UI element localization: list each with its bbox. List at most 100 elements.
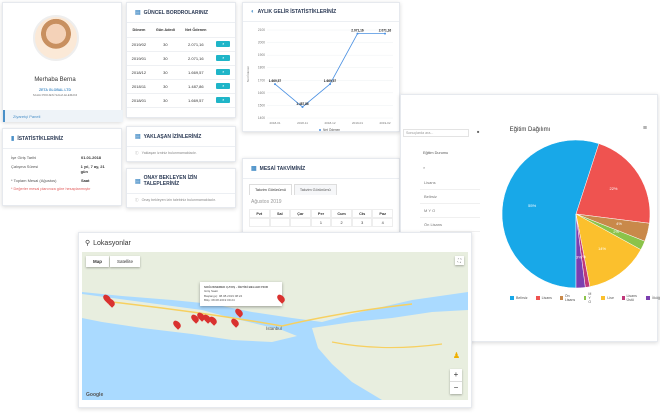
legend-item[interactable]: Lisans Üstü (621, 292, 638, 304)
pie-slice[interactable] (575, 213, 586, 289)
chart-icon: ▮ (11, 136, 15, 142)
pie-slice[interactable] (501, 139, 600, 289)
data-point[interactable] (329, 83, 331, 86)
leaves-card: ▤ YAKLAŞAN İZİNLERİNİZ ⓘ Yaklaşan izniniz … (126, 126, 236, 162)
map-view-button[interactable]: Map (86, 256, 109, 267)
calendar-day[interactable]: 3 (351, 218, 373, 227)
map-canvas[interactable]: Map Satellite ⛶ SOĞUKSEREK ÇAYIŞ - ÖETİK… (82, 252, 468, 400)
calendar-day[interactable] (269, 218, 291, 227)
leaves-empty: Yaklaşan izniniz bulunmamaktadır. (141, 151, 197, 155)
legend-item[interactable]: M Y O (584, 292, 593, 304)
slice-label: 14% (598, 246, 606, 251)
zoom-in-button[interactable]: + (453, 370, 459, 379)
tab-calendar-view[interactable]: Takvim Görünümü (249, 184, 292, 195)
legend-swatch (584, 296, 587, 300)
pie-legend: Belirsiz Lisans Ön Lisans M Y O Lise Lisans Ü… (510, 292, 660, 304)
income-title: AYLIK GELİR İSTATİSTİKLERİNİZ (257, 9, 337, 15)
tab-calendar-view-alt[interactable]: Takvim Görünümü (293, 184, 337, 195)
calendar-icon: ▦ (251, 166, 257, 172)
slice-label: 55% (528, 203, 536, 208)
view-payroll-button[interactable]: ⌕ (216, 55, 231, 61)
list-item[interactable]: Ön Lisans (420, 218, 480, 232)
calendar-day[interactable] (249, 218, 270, 227)
pie-slice[interactable] (575, 143, 651, 224)
slice-label: 2% (613, 229, 619, 234)
stat-row: İşe Giriş Tarihi 01.01.2018 (11, 155, 102, 160)
data-label: 1.669,57 (324, 79, 337, 83)
stat-row: * Toplam Mesai (Ağustos) Saat (11, 178, 90, 183)
stats-warning: * Değerler mesai planınıza göre hesaplan… (11, 187, 91, 191)
chart-icon: ◐ (251, 9, 255, 15)
pending-empty: Onay bekleyen izin talebiniz bulunmamakt… (141, 198, 216, 202)
calendar-day[interactable]: 1 (310, 218, 332, 227)
stats-header: ▮ İSTATİSTİKLERİNİZ (3, 129, 121, 149)
list-item[interactable]: Lisans (420, 176, 480, 190)
payroll-header: ▤ GÜNCEL BORDROLARINIZ (127, 3, 235, 23)
profile-company: ZETA GLOBAL LTD (39, 88, 71, 92)
payroll-table: Dönem Gün Adedi Net Ödenen 2019/02 30 2.071,… (127, 23, 235, 108)
data-point[interactable] (274, 83, 276, 86)
legend-swatch (510, 296, 514, 300)
data-point[interactable] (356, 32, 359, 35)
x-tick-label: 2018-11 (297, 121, 308, 125)
calendar-card: ▦ MESAİ TAKVİMİNİZ Takvim Görünümü Takvim… (242, 158, 400, 238)
x-tick-label: 2019-01 (352, 121, 363, 125)
zoom-controls: + − (450, 369, 462, 394)
data-point[interactable] (301, 105, 304, 108)
stats-title: İSTATİSTİKLERİNİZ (17, 135, 64, 142)
list-item[interactable]: M Y O (420, 204, 480, 218)
table-row: 2019/01 30 2.071,16 ⌕ (127, 51, 235, 66)
education-list: Lisans Belirsiz M Y O Ön Lisans (420, 176, 480, 232)
data-label: 1.487,86 (296, 102, 309, 106)
side-list-header: Eğitim Durumu (423, 151, 449, 155)
data-label: 2.071,16 (351, 29, 364, 33)
info-icon: ⓘ (135, 198, 139, 202)
map-tooltip: SOĞUKSEREK ÇAYIŞ - ÖETİKİ BELLEKYIOR Gir… (200, 282, 282, 306)
legend-swatch (319, 129, 321, 131)
zoom-out-button[interactable]: − (450, 381, 462, 394)
income-card: ◐ AYLIK GELİR İSTATİSTİKLERİNİZ 1400 1500 1… (242, 2, 400, 132)
legend-swatch (535, 296, 540, 300)
satellite-view-button[interactable]: Satellite (110, 256, 141, 267)
legend-swatch (601, 296, 606, 300)
legend-item[interactable]: Ön Lisans (559, 292, 576, 304)
slice-label: 22% (609, 186, 617, 191)
fullscreen-icon[interactable]: ⛶ (454, 256, 464, 265)
y-tick-label: 1600 (258, 91, 265, 95)
legend-swatch (646, 296, 651, 300)
calendar-day[interactable] (290, 218, 311, 227)
series-line (274, 33, 385, 108)
legend-item[interactable]: Lisans (535, 292, 552, 304)
table-row: 2018/01 30 1.669,57 ⌕ (127, 93, 235, 108)
pie-title: Eğitim Dağılımı (509, 127, 551, 133)
view-payroll-button[interactable]: ⌕ (216, 69, 231, 75)
legend-item[interactable]: Belirsiz (510, 292, 528, 304)
calendar-day[interactable]: 2 (331, 218, 352, 227)
slice-label: 4% (616, 221, 622, 226)
visit-panel-link[interactable]: Ziyaretçi Paneli (3, 110, 123, 122)
data-point[interactable] (384, 32, 386, 35)
list-item[interactable]: Belirsiz (420, 190, 480, 204)
view-payroll-button[interactable]: ⌕ (216, 83, 231, 89)
view-payroll-button[interactable]: ⌕ (216, 97, 231, 103)
pending-title: ONAY BEKLEYEN İZİN TALEPLERİNİZ (143, 175, 198, 187)
collapse-icon[interactable]: ■ (477, 129, 480, 134)
pegman-icon[interactable]: ♟ (452, 351, 460, 360)
legend-item[interactable]: İlköğretim (646, 292, 660, 304)
legend-label: Lisans Üstü (626, 294, 637, 302)
y-tick-label: 2100 (258, 28, 265, 32)
view-payroll-button[interactable]: ⌕ (216, 41, 231, 47)
menu-icon[interactable]: ≡ (642, 125, 647, 132)
calendar-day[interactable]: 4 (372, 218, 393, 227)
pie-slice[interactable] (575, 213, 642, 287)
legend-label: Belirsiz (516, 296, 528, 300)
y-tick-label: 1500 (258, 103, 265, 107)
legend-swatch (559, 296, 563, 300)
payroll-card: ▤ GÜNCEL BORDROLARINIZ Dönem Gün Adedi Net … (126, 2, 236, 118)
x-tick-label: 2019-02 (379, 121, 390, 125)
calendar-title: MESAİ TAKVİMİNİZ (259, 165, 306, 172)
legend-item[interactable]: Lise (601, 292, 614, 304)
stat-row: Çalışma Süresi 1 yıl, 7 ay, 21 gün (11, 164, 105, 174)
side-search-input[interactable]: Sonuçlarda ara... (403, 129, 469, 137)
pending-card: ▤ ONAY BEKLEYEN İZİN TALEPLERİNİZ ⓘ Onay b… (126, 168, 236, 208)
